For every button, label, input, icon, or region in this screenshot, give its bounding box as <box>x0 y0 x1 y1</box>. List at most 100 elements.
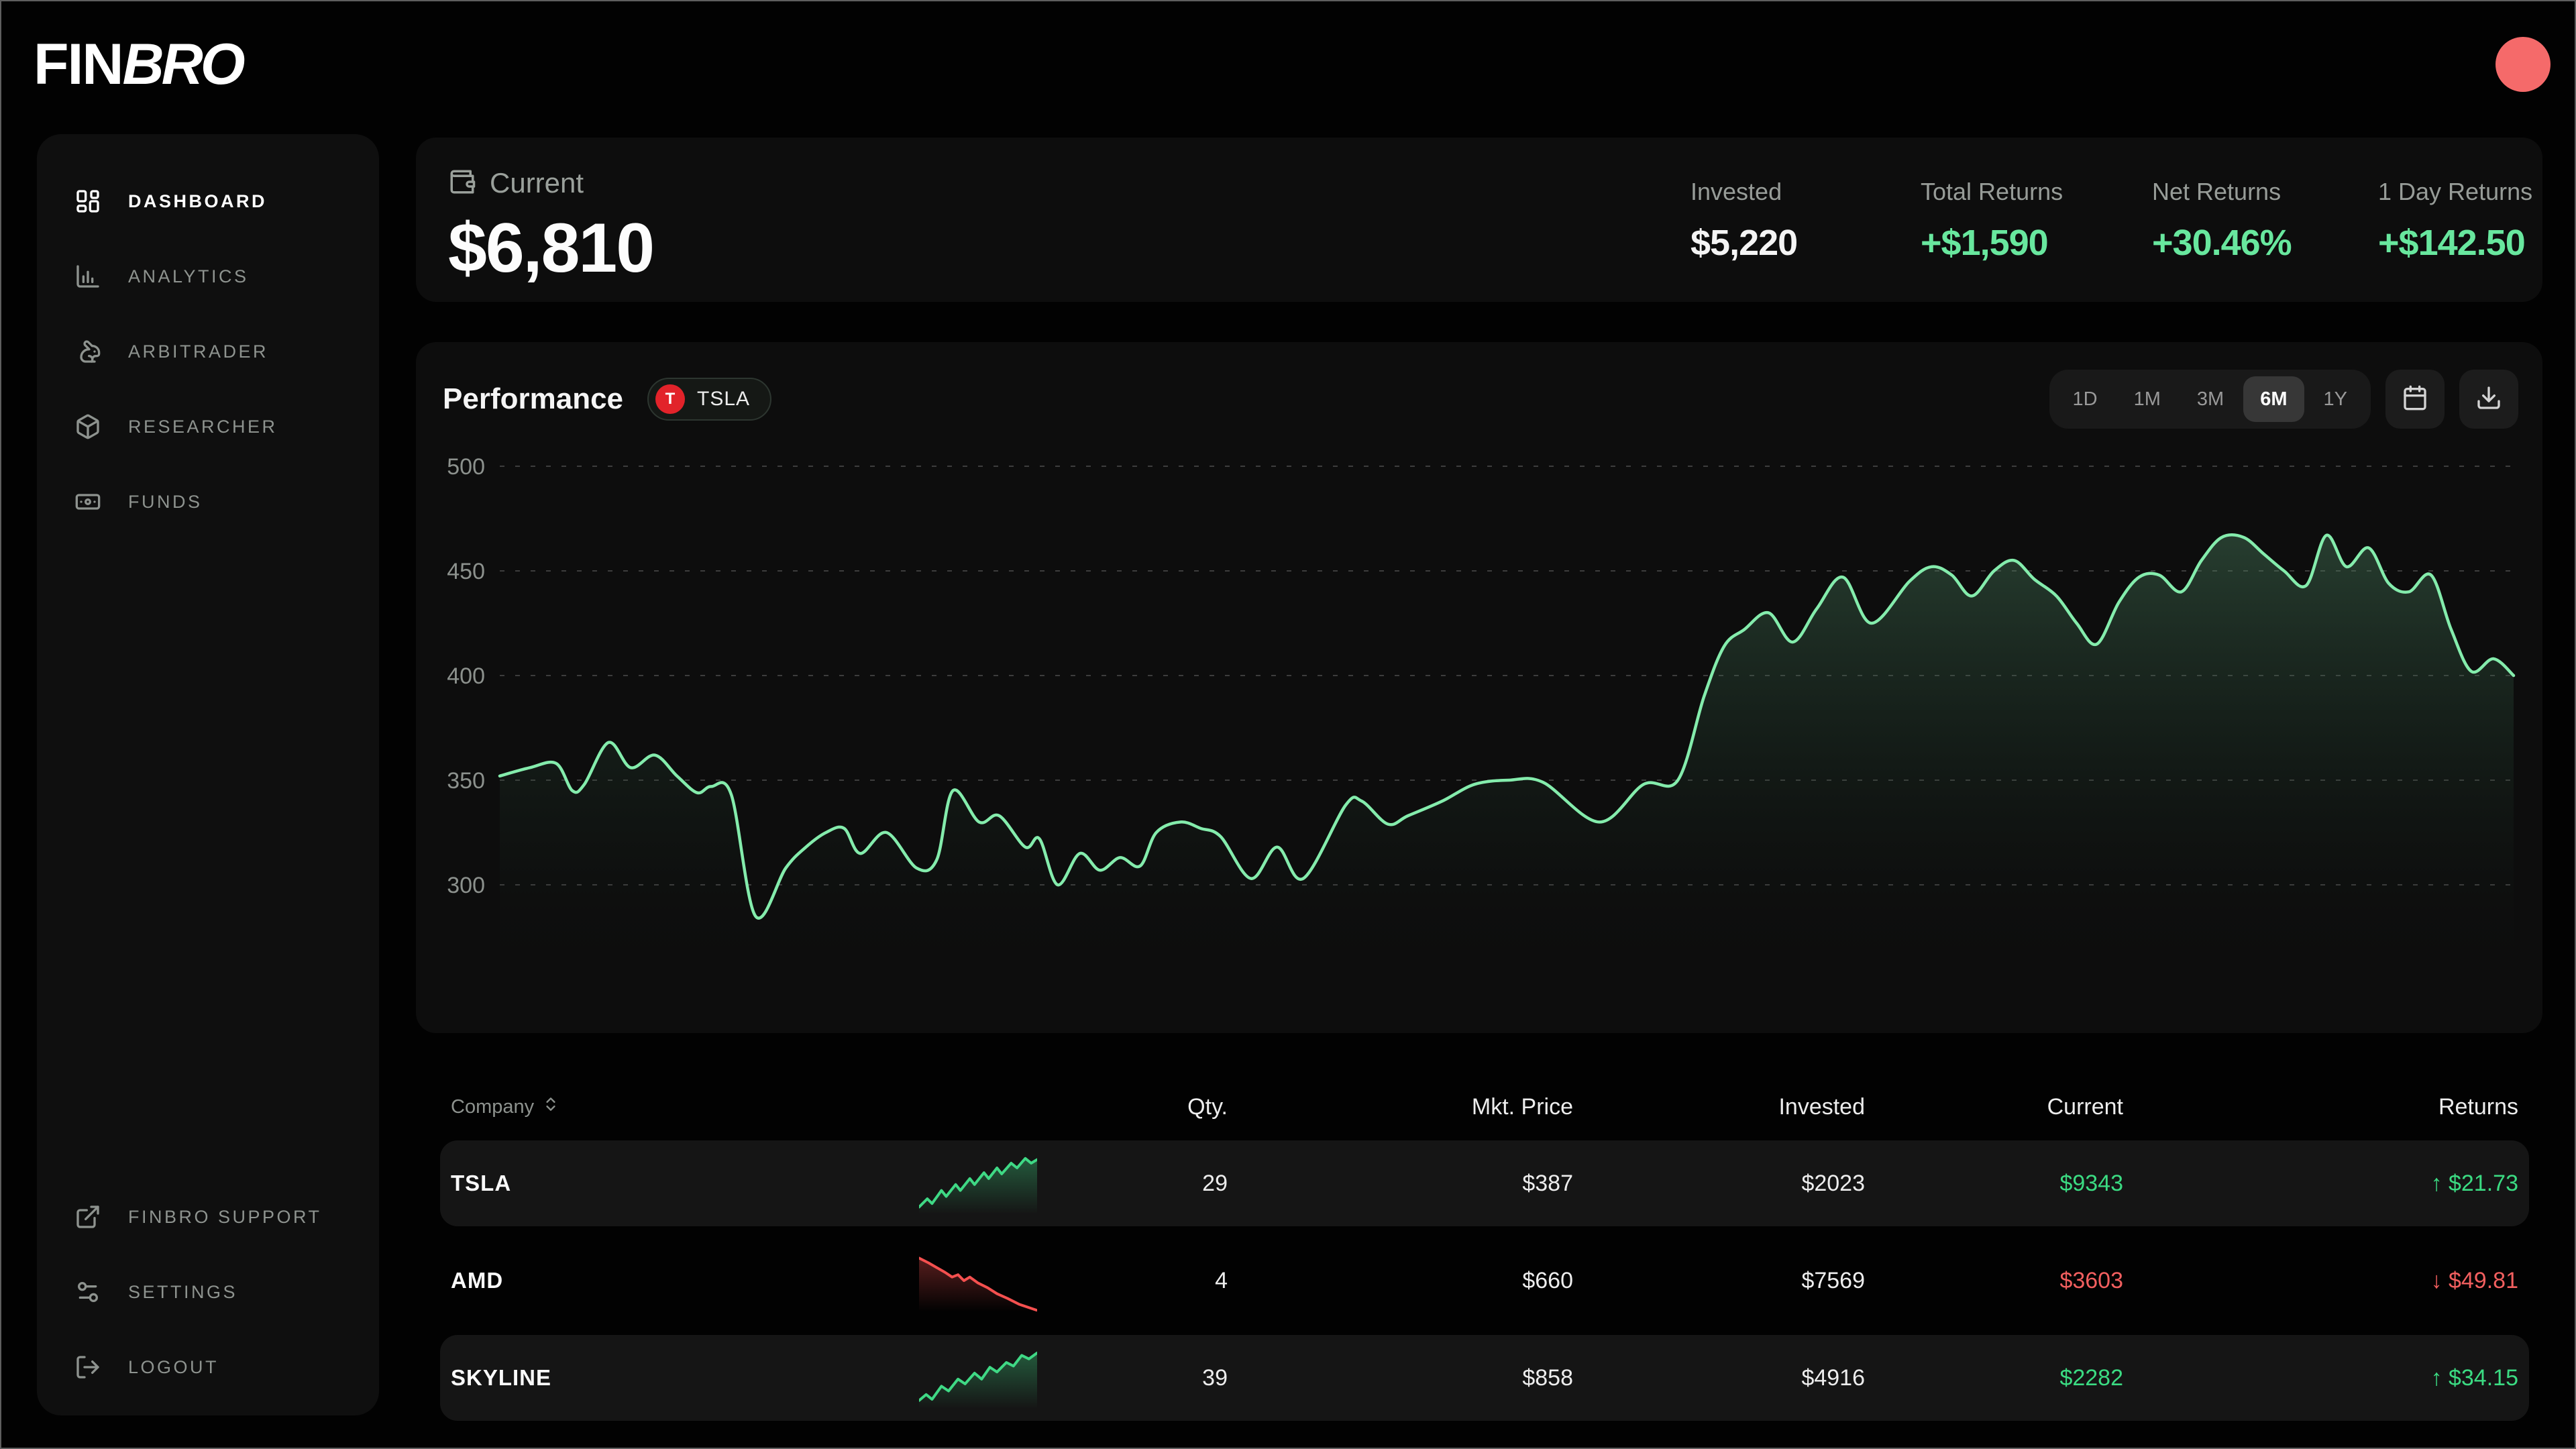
wallet-icon <box>448 168 476 199</box>
banknote-icon <box>74 488 101 515</box>
range-selector: 1D 1M 3M 6M 1Y <box>2049 370 2371 429</box>
box-icon <box>74 413 101 440</box>
external-link-icon <box>74 1203 101 1230</box>
current-value: $3603 <box>2059 1267 2123 1293</box>
qty-value: 4 <box>1215 1267 1228 1293</box>
sidebar-item-researcher[interactable]: RESEARCHER <box>74 402 366 451</box>
sidebar: DASHBOARD ANALYTICS ARBITRADER RESEARCHE… <box>37 134 379 1415</box>
company-name: SKYLINE <box>451 1365 552 1390</box>
stat-invested: Invested $5,220 <box>1690 178 1798 263</box>
sparkline <box>919 1152 1037 1214</box>
performance-card: Performance T TSLA 1D 1M 3M 6M 1Y <box>416 342 2542 1033</box>
current-value: $2282 <box>2059 1364 2123 1391</box>
holdings-table-header: Company Qty. Mkt. Price Invested Current… <box>440 1085 2529 1128</box>
range-1d[interactable]: 1D <box>2072 388 2098 410</box>
stat-net-returns: Net Returns +30.46% <box>2152 178 2292 263</box>
mkt-price-value: $858 <box>1522 1364 1573 1391</box>
user-avatar[interactable] <box>2496 37 2551 92</box>
download-icon <box>2475 384 2502 415</box>
sidebar-item-settings[interactable]: SETTINGS <box>74 1268 366 1316</box>
top-bar: FINBRO <box>34 24 2551 105</box>
bar-chart-icon <box>74 263 101 290</box>
performance-header: Performance T TSLA 1D 1M 3M 6M 1Y <box>443 369 2518 429</box>
svg-text:300: 300 <box>447 873 485 898</box>
finbro-logo: FINBRO <box>34 36 246 93</box>
logo-bro: BRO <box>122 32 246 97</box>
sidebar-item-label: SETTINGS <box>128 1281 238 1302</box>
sidebar-nav: DASHBOARD ANALYTICS ARBITRADER RESEARCHE… <box>74 177 366 553</box>
range-1m[interactable]: 1M <box>2133 388 2161 410</box>
portfolio-summary-card: Current $6,810 Invested $5,220 Total Ret… <box>416 138 2542 302</box>
stat-invested-value: $5,220 <box>1690 223 1798 263</box>
sidebar-item-label: LOGOUT <box>128 1356 219 1377</box>
current-balance-block: Current $6,810 <box>448 167 655 288</box>
download-button[interactable] <box>2459 370 2518 429</box>
svg-text:500: 500 <box>447 454 485 480</box>
stat-day-returns: 1 Day Returns +$142.50 <box>2378 178 2533 263</box>
range-1y[interactable]: 1Y <box>2323 388 2347 410</box>
mkt-price-value: $660 <box>1522 1267 1573 1293</box>
sort-icon <box>542 1095 559 1118</box>
column-current: Current <box>2047 1093 2123 1120</box>
rabbit-icon <box>74 338 101 365</box>
sidebar-item-label: FINBRO SUPPORT <box>128 1206 322 1227</box>
column-company[interactable]: Company <box>451 1095 919 1118</box>
sidebar-item-label: FUNDS <box>128 491 203 512</box>
mkt-price-value: $387 <box>1522 1170 1573 1196</box>
sidebar-item-support[interactable]: FINBRO SUPPORT <box>74 1193 366 1241</box>
sidebar-item-funds[interactable]: FUNDS <box>74 478 366 526</box>
sidebar-item-label: RESEARCHER <box>128 416 278 437</box>
invested-value: $7569 <box>1801 1267 1865 1293</box>
performance-chart: 500 450 400 350 300 <box>447 454 2519 959</box>
qty-value: 39 <box>1202 1364 1228 1391</box>
table-row-amd[interactable]: AMD 4 $660 $7569 $3603 ↓ $49.81 <box>440 1238 2529 1324</box>
column-mkt-price: Mkt. Price <box>1471 1093 1573 1120</box>
logo-fin: FIN <box>34 32 124 97</box>
sidebar-item-analytics[interactable]: ANALYTICS <box>74 252 366 301</box>
calendar-button[interactable] <box>2385 370 2445 429</box>
performance-title: Performance <box>443 382 624 415</box>
column-returns: Returns <box>2438 1093 2518 1120</box>
company-name: TSLA <box>451 1171 512 1195</box>
stat-total-returns: Total Returns +$1,590 <box>1921 178 2063 263</box>
sidebar-item-arbitrader[interactable]: ARBITRADER <box>74 327 366 376</box>
chart-controls: 1D 1M 3M 6M 1Y <box>2049 370 2518 429</box>
current-value: $6,810 <box>448 209 655 287</box>
returns-value: ↑ $34.15 <box>2430 1364 2518 1391</box>
symbol-badge-label: TSLA <box>697 388 751 410</box>
svg-text:350: 350 <box>447 768 485 794</box>
calendar-icon <box>2402 384 2428 415</box>
table-row-tsla[interactable]: TSLA 29 $387 $2023 $9343 ↑ $21.73 <box>440 1140 2529 1226</box>
company-name: AMD <box>451 1268 504 1293</box>
sliders-icon <box>74 1279 101 1305</box>
symbol-badge-tsla[interactable]: T TSLA <box>647 378 772 421</box>
logout-icon <box>74 1354 101 1381</box>
sidebar-item-dashboard[interactable]: DASHBOARD <box>74 177 366 225</box>
column-qty: Qty. <box>1187 1093 1228 1120</box>
range-6m[interactable]: 6M <box>2243 376 2304 422</box>
returns-value: ↑ $21.73 <box>2430 1170 2518 1196</box>
tesla-logo-badge: T <box>655 384 686 414</box>
current-value: $9343 <box>2059 1170 2123 1196</box>
range-3m[interactable]: 3M <box>2196 388 2224 410</box>
returns-value: ↓ $49.81 <box>2430 1267 2518 1293</box>
invested-value: $2023 <box>1801 1170 1865 1196</box>
sidebar-footer: FINBRO SUPPORT SETTINGS LOGOUT <box>74 1193 366 1391</box>
invested-value: $4916 <box>1801 1364 1865 1391</box>
current-label: Current <box>490 167 584 199</box>
svg-text:400: 400 <box>447 663 485 689</box>
stat-day-returns-value: +$142.50 <box>2378 223 2526 263</box>
svg-text:450: 450 <box>447 559 485 584</box>
column-invested: Invested <box>1778 1093 1865 1120</box>
qty-value: 29 <box>1202 1170 1228 1196</box>
table-row-skyline[interactable]: SKYLINE 39 $858 $4916 $2282 ↑ $34.15 <box>440 1335 2529 1421</box>
sidebar-item-logout[interactable]: LOGOUT <box>74 1343 366 1391</box>
sidebar-item-label: ARBITRADER <box>128 341 269 362</box>
sidebar-item-label: DASHBOARD <box>128 191 267 211</box>
dashboard-icon <box>74 188 101 215</box>
sparkline <box>919 1250 1037 1311</box>
stat-total-returns-value: +$1,590 <box>1921 223 2049 263</box>
sidebar-item-label: ANALYTICS <box>128 266 249 286</box>
stat-net-returns-value: +30.46% <box>2152 223 2292 263</box>
